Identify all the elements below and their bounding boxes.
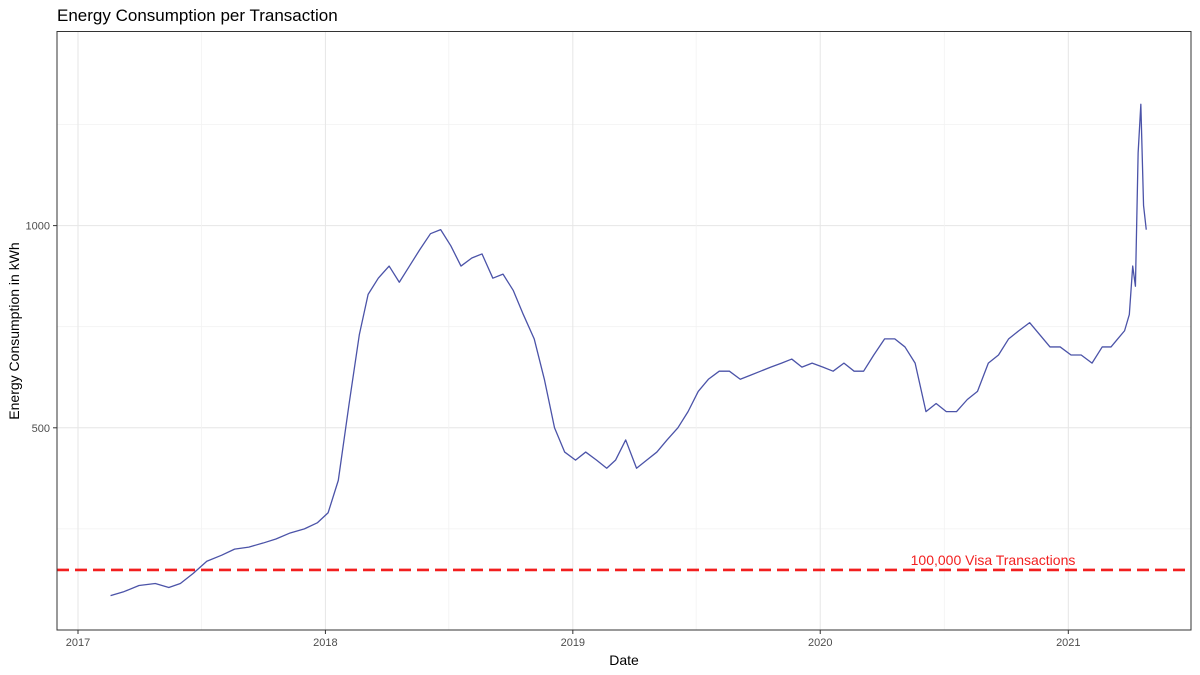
reference-line-group: 100,000 Visa Transactions <box>57 552 1191 572</box>
x-tick-label-2017: 2017 <box>66 637 90 649</box>
x-tick-label-2019: 2019 <box>561 637 585 649</box>
x-tick-label-2021: 2021 <box>1056 637 1080 649</box>
plot-panel-border <box>56 31 1192 631</box>
chart-title: Energy Consumption per Transaction <box>57 6 338 25</box>
series-group <box>110 103 1147 597</box>
gridlines <box>57 31 1191 630</box>
y-tick-label-500: 500 <box>32 423 50 435</box>
x-axis: 2017 2018 2019 2020 2021 <box>66 630 1081 649</box>
x-tick-label-2020: 2020 <box>808 637 832 649</box>
y-axis: 500 1000 <box>26 221 57 435</box>
x-axis-title: Date <box>609 652 639 668</box>
x-tick-label-2018: 2018 <box>313 637 337 649</box>
series-line-0 <box>110 103 1147 597</box>
y-axis-title: Energy Consumption in kWh <box>6 242 22 419</box>
reference-line-label: 100,000 Visa Transactions <box>911 552 1076 568</box>
y-tick-label-1000: 1000 <box>26 221 50 233</box>
